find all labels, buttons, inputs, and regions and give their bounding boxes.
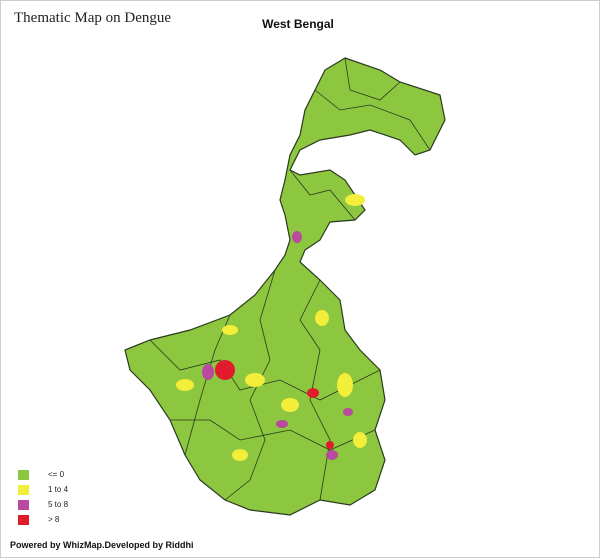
district-area <box>176 379 194 391</box>
district-area <box>222 325 238 335</box>
district-area <box>276 420 288 428</box>
district-border <box>314 89 431 151</box>
legend-label: 5 to 8 <box>48 500 69 509</box>
map-title: Thematic Map on Dengue <box>14 10 171 26</box>
legend-label: <= 0 <box>48 470 65 479</box>
region-name: West Bengal <box>262 17 334 31</box>
district-area <box>281 398 299 412</box>
footer: Powered by WhizMap.Developed by Riddhi <box>10 540 194 550</box>
district-area <box>343 408 353 416</box>
district-area <box>326 450 338 460</box>
legend-label: 1 to 4 <box>48 485 69 494</box>
legend-swatch <box>18 500 29 510</box>
district-area <box>353 432 367 448</box>
district-border <box>170 419 376 451</box>
district-area <box>326 441 334 449</box>
map <box>124 57 446 516</box>
legend-swatch <box>18 470 29 480</box>
district-area <box>245 373 265 387</box>
district-border <box>344 57 401 101</box>
legend-label: > 8 <box>48 515 60 524</box>
district-border <box>299 279 331 501</box>
legend-swatch <box>18 485 29 495</box>
district-border <box>289 169 356 221</box>
district-area <box>292 231 302 243</box>
district-area <box>307 388 319 398</box>
district-area <box>345 194 365 206</box>
district-area <box>337 373 353 397</box>
district-area <box>232 449 248 461</box>
legend-swatch <box>18 515 29 525</box>
district-area <box>315 310 329 326</box>
district-area <box>202 364 214 380</box>
district-border <box>224 269 276 501</box>
district-area <box>215 360 235 380</box>
legend: <= 0 1 to 4 5 to 8 > 8 <box>18 470 69 525</box>
